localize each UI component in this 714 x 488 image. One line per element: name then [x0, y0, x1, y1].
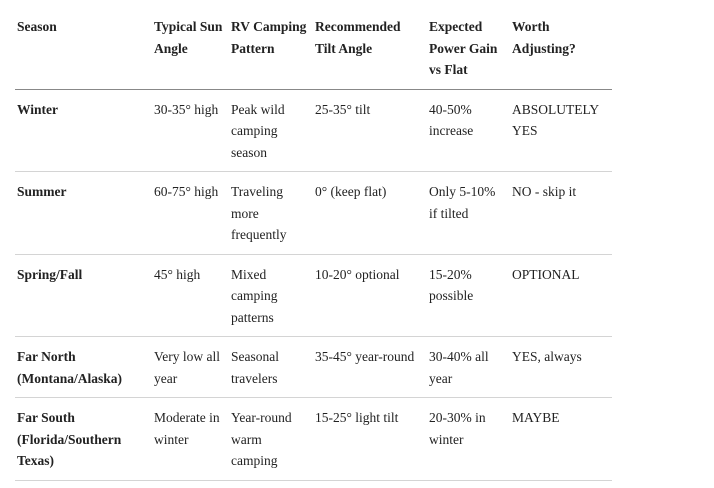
table-cell: 60-75° high [152, 171, 229, 255]
table-cell: 30-35° high [152, 89, 229, 172]
table-cell: 35-45° year-round [313, 336, 427, 398]
table-cell: 0° (keep flat) [313, 171, 427, 255]
table-cell: 10-20° optional [313, 254, 427, 337]
table-row: Far North (Montana/Alaska) Very low all y… [15, 336, 612, 398]
header-cell: Recommended Tilt Angle [313, 0, 427, 90]
header-cell: RV Camping Pattern [229, 0, 313, 90]
table-cell: Winter [15, 89, 152, 172]
table-row: Winter 30-35° high Peak wild camping seaso… [15, 89, 612, 172]
table-cell: Seasonal travelers [229, 336, 313, 398]
table-cell: Peak wild camping season [229, 89, 313, 172]
header-cell: Season [15, 0, 152, 90]
table-row: Summer 60-75° high Traveling more frequent… [15, 171, 612, 255]
table-cell: Far North (Montana/Alaska) [15, 336, 152, 398]
table-body: Winter 30-35° high Peak wild camping seaso… [15, 89, 612, 481]
table-cell: Spring/Fall [15, 254, 152, 337]
table-cell: OPTIONAL [510, 254, 612, 337]
table-cell: 25-35° tilt [313, 89, 427, 172]
table-cell: NO - skip it [510, 171, 612, 255]
table-row: Spring/Fall 45° high Mixed camping pattern… [15, 254, 612, 337]
header-row: Season Typical Sun Angle RV Camping Patter… [15, 0, 612, 90]
table-cell: 15-20% possible [427, 254, 510, 337]
table-cell: 15-25° light tilt [313, 397, 427, 481]
header-cell: Expected Power Gain vs Flat [427, 0, 510, 90]
table-cell: Far South (Florida/Southern Texas) [15, 397, 152, 481]
table-cell: Only 5-10% if tilted [427, 171, 510, 255]
table-cell: Very low all year [152, 336, 229, 398]
table-cell: Mixed camping patterns [229, 254, 313, 337]
header-cell: Worth Adjusting? [510, 0, 612, 90]
table-cell: Traveling more frequently [229, 171, 313, 255]
table-cell: Moderate in winter [152, 397, 229, 481]
table-cell: YES, always [510, 336, 612, 398]
table-cell: 40-50% increase [427, 89, 510, 172]
table-row: Far South (Florida/Southern Texas) Modera… [15, 397, 612, 481]
comparison-table: Season Typical Sun Angle RV Camping Patter… [15, 0, 612, 481]
table-cell: Summer [15, 171, 152, 255]
table-cell: 45° high [152, 254, 229, 337]
table-cell: ABSOLUTELY YES [510, 89, 612, 172]
header-cell: Typical Sun Angle [152, 0, 229, 90]
table-cell: Year-round warm camping [229, 397, 313, 481]
table-cell: 30-40% all year [427, 336, 510, 398]
table-cell: MAYBE [510, 397, 612, 481]
table-cell: 20-30% in winter [427, 397, 510, 481]
